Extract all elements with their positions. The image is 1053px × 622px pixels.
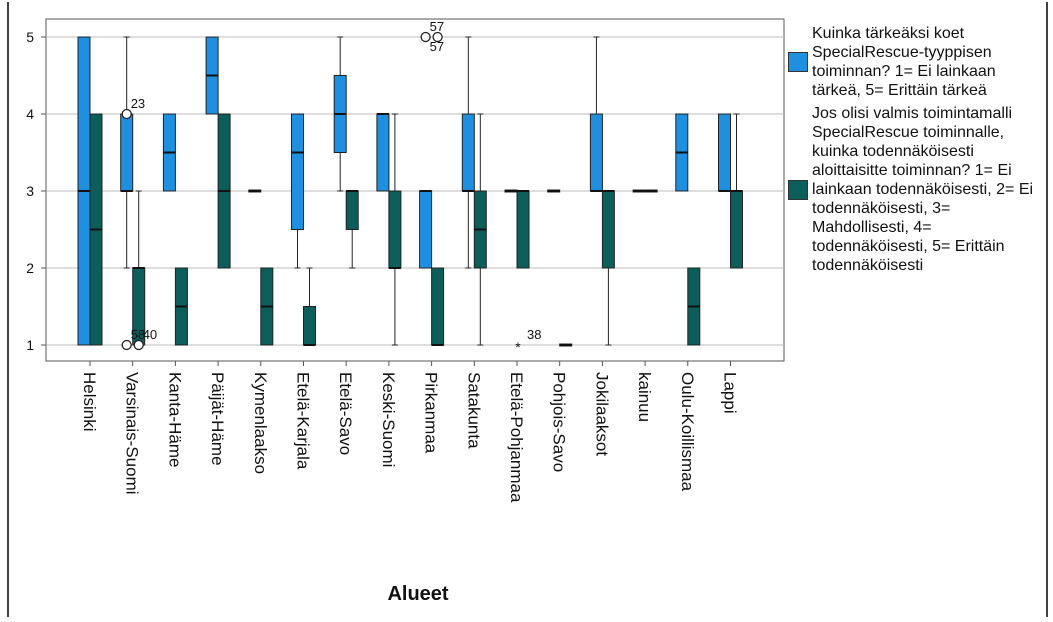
legend-swatch-likelihood	[788, 179, 808, 200]
outlier-point-s1-0	[121, 108, 132, 120]
outlier-label-s2-1: 57	[430, 39, 444, 54]
legend-item-importance: Kuinka tärkeäksi koet SpecialRescue-tyyp…	[788, 24, 1046, 100]
x-tick-label-12: Jokilaaksot	[592, 372, 611, 456]
outlier-point-s2-0	[133, 339, 144, 351]
plot-area	[45, 18, 785, 362]
y-tick-label-1: 1	[26, 337, 34, 353]
box-s1-7	[376, 113, 390, 192]
x-tick-label-7: Keski-Suomi	[379, 372, 398, 467]
x-tick-label-15: Lappi	[721, 372, 740, 414]
box-s1-5	[291, 113, 304, 230]
box-s2-10	[516, 190, 530, 269]
y-tick-label-2: 2	[26, 260, 34, 276]
legend-item-likelihood: Jos olisi valmis toimintamalli SpecialRe…	[788, 104, 1046, 275]
y-axis: 1 2 3 4 5	[26, 29, 46, 353]
outlier-point-s1-1	[121, 339, 132, 351]
x-tick-label-2: Kanta-Häme	[165, 372, 184, 467]
boxes	[77, 36, 743, 347]
outlier-label-s1-2: 57	[430, 19, 444, 34]
y-tick-label-3: 3	[26, 183, 34, 199]
x-tick-label-3: Päijät-Häme	[208, 372, 227, 466]
legend-swatch-importance	[788, 52, 808, 72]
outliers: 23 58 57 40 57 * 38	[121, 19, 541, 355]
x-tick-label-8: Pirkanmaa	[422, 372, 441, 454]
x-tick-label-5: Etelä-Karjala	[294, 372, 313, 470]
x-tick-label-6: Etelä-Savo	[336, 372, 355, 455]
box-s2-6	[345, 190, 359, 230]
legend-label-likelihood: Jos olisi valmis toimintamalli SpecialRe…	[812, 105, 1034, 274]
outlier-label-s2-0: 40	[143, 327, 157, 342]
outlier-star-s2-2: *	[515, 339, 521, 355]
x-tick-label-11: Pohjois-Savo	[550, 372, 569, 472]
box-s2-5	[303, 306, 316, 346]
box-s1-1	[120, 113, 134, 192]
y-tick-label-4: 4	[26, 106, 34, 122]
legend-label-importance: Kuinka tärkeäksi koet SpecialRescue-tyyp…	[812, 25, 996, 99]
outlier-point-s2-1	[432, 31, 443, 43]
box-s1-12	[589, 113, 603, 192]
x-tick-label-10: Etelä-Pohjanmaa	[507, 372, 526, 503]
x-axis-title: Alueet	[387, 583, 448, 605]
box-s1-15	[718, 113, 731, 192]
x-tick-label-4: Kymenlaakso	[251, 372, 270, 474]
box-s2-7	[388, 190, 402, 269]
box-s2-12	[601, 190, 615, 269]
outlier-point-s1-2	[420, 31, 431, 43]
x-tick-label-9: Satakunta	[464, 372, 483, 449]
x-tick-label-0: Helsinki	[80, 372, 99, 432]
legend: Kuinka tärkeäksi koet SpecialRescue-tyyp…	[788, 24, 1046, 275]
x-tick-label-14: Oulu-Koillismaa	[678, 372, 697, 492]
box-s2-8	[431, 267, 445, 346]
box-s1-8	[419, 190, 433, 269]
x-tick-label-1: Varsinais-Suomi	[123, 372, 142, 495]
outlier-label-s2-2: 38	[527, 327, 541, 342]
box-s2-15	[730, 190, 743, 269]
x-tick-label-13: kainuu	[635, 372, 654, 422]
x-axis: Helsinki Varsinais-Suomi Kanta-Häme Päijät-…	[80, 361, 740, 503]
outlier-label-s1-0: 23	[131, 96, 145, 111]
outlier-label-s1-1: 58	[131, 327, 145, 342]
box-s1-9	[461, 113, 475, 192]
y-tick-label-5: 5	[26, 29, 34, 45]
